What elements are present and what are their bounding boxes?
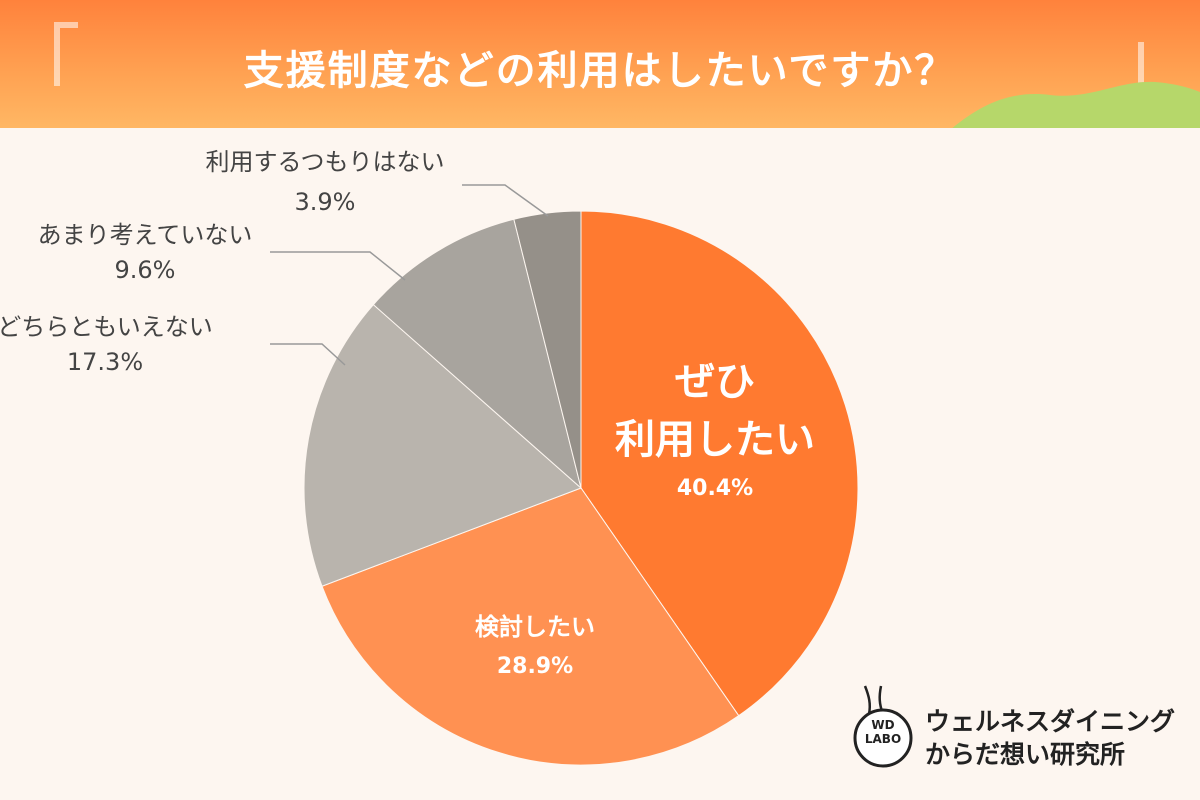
pie-slice-2 [303,303,582,587]
pie-slice-1 [321,487,740,766]
leader-line-2 [270,343,346,366]
leader-lines [270,184,549,366]
slice-label-4: 利用するつもりはない [205,148,444,176]
logo-mark-text: WD LABO [857,718,909,746]
pie-slices [303,210,859,766]
hill-decoration [952,81,1200,128]
slice-label-3: あまり考えていない [38,221,253,249]
slice-value-0: 40.4% [677,476,753,501]
left-bracket-decoration [54,22,78,86]
slice-value-1: 28.9% [497,654,573,679]
slice-label-2: どちらともいえない [0,313,213,341]
logo-mark-line1: WD [871,718,895,732]
slice-label-0-line-0: ぜひ [675,359,755,405]
header-banner: 支援制度などの利用はしたいですか？ [0,0,1200,128]
brand-logo: WD LABO ウェルネスダイニング からだ想い研究所 [845,680,1185,780]
pie-slice-4 [513,210,582,489]
pie-slice-3 [372,218,582,490]
logo-text-line2: からだ想い研究所 [925,740,1126,769]
leader-line-3 [270,251,406,281]
leader-line-4 [462,184,549,217]
slice-value-3: 9.6% [115,256,176,284]
logo-text-line1: ウェルネスダイニング [925,707,1176,736]
pie-slice-0 [580,210,859,717]
logo-mark-line2: LABO [864,732,902,746]
slice-label-1-line-0: 検討したい [475,613,595,641]
flask-icon [853,685,913,768]
slice-value-4: 3.9% [295,188,356,216]
slice-value-2: 17.3% [67,348,143,376]
slice-label-0-line-1: 利用したい [615,417,815,463]
page-title: 支援制度などの利用はしたいですか？ [243,48,957,94]
